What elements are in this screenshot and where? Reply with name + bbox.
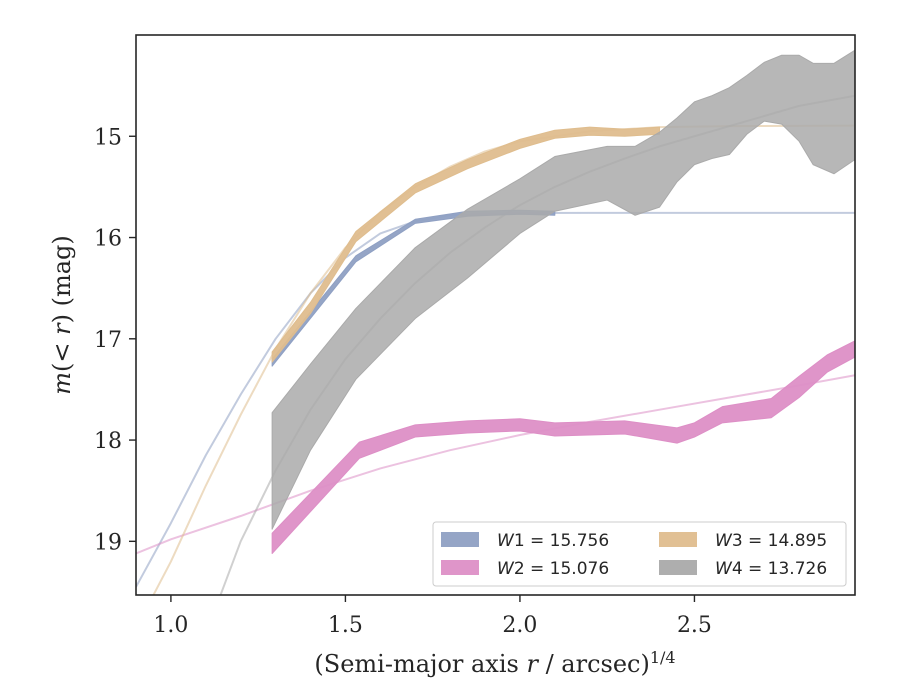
profile-bands — [271, 49, 855, 554]
x-tick-label: 2.0 — [502, 613, 537, 638]
x-axis-label: (Semi-major axis r / arcsec)1/4 — [314, 648, 675, 678]
y-axis-ticks: 15 16 17 18 19 — [94, 125, 136, 555]
band-w2 — [271, 340, 855, 554]
legend-frame — [432, 521, 847, 587]
y-tick-label: 15 — [94, 125, 122, 150]
legend: W1 = 15.756 W2 = 15.076 W3 = 14.895 W4 = 13… — [432, 521, 847, 587]
band-w1 — [271, 209, 556, 367]
y-axis-label: m(< r) (mag) — [48, 235, 76, 395]
legend-swatch-w2 — [441, 560, 479, 575]
plot-frame — [135, 34, 856, 596]
legend-label-w1: W1 = 15.756 — [497, 531, 609, 551]
legend-swatch-w1 — [441, 532, 479, 547]
legend-swatch-w4 — [659, 560, 697, 575]
y-tick-label: 17 — [94, 328, 122, 353]
x-axis-ticks: 1.0 1.5 2.0 2.5 — [153, 595, 712, 638]
x-tick-label: 2.5 — [677, 613, 712, 638]
legend-label-w4: W4 = 13.726 — [715, 559, 827, 579]
legend-swatch-w3 — [659, 532, 697, 547]
y-tick-label: 19 — [94, 530, 122, 555]
y-tick-label: 16 — [94, 227, 122, 252]
legend-label-w2: W2 = 15.076 — [497, 559, 609, 579]
band-w4 — [271, 49, 855, 530]
model-curve-w1 — [136, 211, 855, 588]
x-tick-label: 1.0 — [153, 613, 188, 638]
y-tick-label: 18 — [94, 429, 122, 454]
model-curve-w2 — [136, 374, 855, 555]
x-tick-label: 1.5 — [328, 613, 363, 638]
legend-label-w3: W3 = 14.895 — [715, 531, 827, 551]
